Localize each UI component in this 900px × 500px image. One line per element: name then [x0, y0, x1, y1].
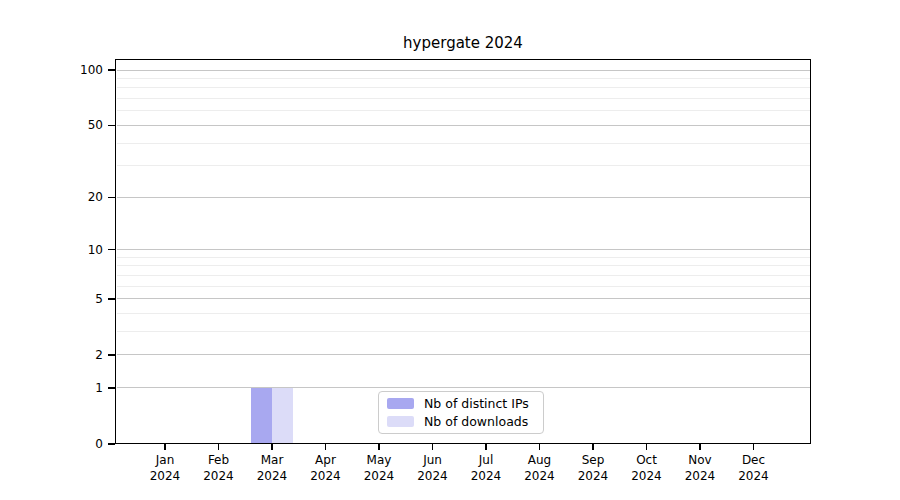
x-tick-mark	[699, 444, 701, 450]
bar-distinct-ips	[251, 388, 272, 444]
y-tick-mark	[108, 249, 115, 251]
grid-line-minor	[117, 110, 810, 111]
y-tick-label: 1	[50, 379, 103, 397]
legend-item-downloads: Nb of downloads	[387, 414, 535, 429]
bar-downloads	[272, 388, 293, 444]
grid-line-minor	[117, 87, 810, 88]
y-tick-mark	[108, 443, 115, 445]
y-tick-mark	[108, 298, 115, 300]
legend-item-distinct-ips: Nb of distinct IPs	[387, 396, 535, 411]
x-tick-mark	[325, 444, 327, 450]
plot-area	[115, 59, 811, 444]
grid-line-minor	[117, 313, 810, 314]
grid-line-major	[117, 125, 810, 126]
y-tick-label: 20	[50, 188, 103, 206]
grid-line-minor	[117, 275, 810, 276]
y-tick-mark	[108, 69, 115, 71]
y-tick-label: 100	[50, 61, 103, 79]
y-tick-mark	[108, 387, 115, 389]
y-tick-label: 2	[50, 346, 103, 364]
x-tick-mark	[218, 444, 220, 450]
chart-title: hypergate 2024	[115, 34, 811, 52]
grid-line-major	[117, 354, 810, 355]
grid-line-major	[117, 70, 810, 71]
grid-line-major	[117, 249, 810, 250]
x-tick-mark	[271, 444, 273, 450]
legend-swatch-downloads	[387, 416, 414, 427]
grid-line-major	[117, 298, 810, 299]
y-tick-label: 10	[50, 241, 103, 259]
grid-line-major	[117, 387, 810, 388]
legend-swatch-distinct-ips	[387, 398, 414, 409]
y-tick-label: 0	[50, 435, 103, 453]
x-tick-mark	[753, 444, 755, 450]
grid-line-minor	[117, 286, 810, 287]
y-tick-label: 50	[50, 116, 103, 134]
x-tick-mark	[646, 444, 648, 450]
legend: Nb of distinct IPs Nb of downloads	[378, 391, 544, 434]
x-tick-mark	[592, 444, 594, 450]
grid-line-major	[117, 197, 810, 198]
grid-line-minor	[117, 165, 810, 166]
x-tick-mark	[539, 444, 541, 450]
grid-line-minor	[117, 257, 810, 258]
grid-line-minor	[117, 78, 810, 79]
x-tick-mark	[378, 444, 380, 450]
grid-line-minor	[117, 331, 810, 332]
legend-label-downloads: Nb of downloads	[424, 414, 528, 429]
grid-line-minor	[117, 265, 810, 266]
x-tick-mark	[164, 444, 166, 450]
y-tick-mark	[108, 197, 115, 199]
grid-line-minor	[117, 98, 810, 99]
chart: hypergate 2024 Nb of distinct IPs Nb of …	[0, 0, 900, 500]
legend-label-distinct-ips: Nb of distinct IPs	[424, 396, 529, 411]
y-tick-label: 5	[50, 290, 103, 308]
x-tick-label: Dec 2024	[722, 452, 786, 484]
grid-line-minor	[117, 143, 810, 144]
x-tick-mark	[432, 444, 434, 450]
x-tick-mark	[485, 444, 487, 450]
y-tick-mark	[108, 125, 115, 127]
y-tick-mark	[108, 354, 115, 356]
